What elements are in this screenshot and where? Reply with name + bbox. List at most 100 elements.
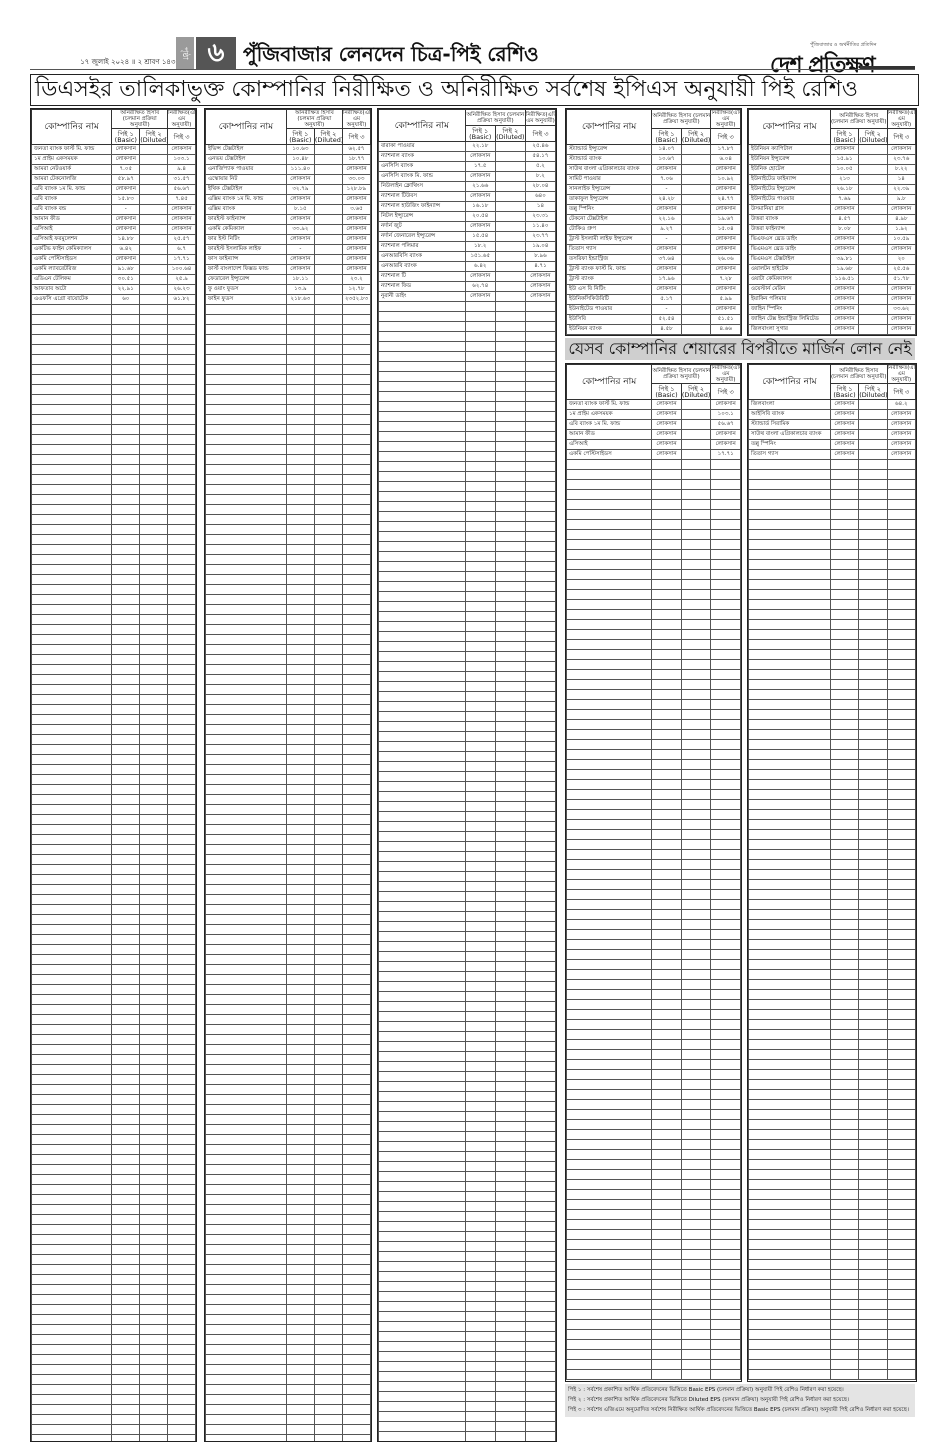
company-name-cell [566, 889, 653, 900]
pe1-cell [285, 1094, 315, 1105]
pe1-cell [464, 701, 496, 712]
company-name-cell [205, 374, 287, 385]
company-name-cell [205, 984, 287, 995]
pe3-cell [167, 814, 196, 825]
pe2-cell [139, 744, 169, 755]
pe2-cell [680, 1349, 712, 1360]
table-row [205, 744, 371, 755]
company-name-cell: ট্রাস্ট ইসলামী লাইফ ইন্স্যুরেন্স [566, 234, 653, 245]
pe3-cell [524, 1191, 556, 1202]
pe1-cell [651, 1359, 682, 1370]
pe3-cell: ১৪ [524, 201, 556, 212]
pe3-cell: ৫৬.৬৭ [710, 419, 741, 430]
pe1-cell [829, 1059, 860, 1070]
pe1-cell [464, 1421, 496, 1432]
table-row [205, 734, 371, 745]
pe3-cell [524, 1431, 556, 1441]
pe3-cell [710, 669, 741, 680]
table-row [566, 1199, 741, 1210]
pe3-cell [710, 1079, 741, 1090]
pe1-cell: লোকসান [111, 154, 141, 165]
pe3-cell [886, 1359, 916, 1370]
table-row [378, 861, 556, 872]
table-row [748, 589, 916, 600]
pe3-cell [524, 601, 556, 612]
pe1-cell [464, 851, 496, 862]
pe1-cell [464, 511, 496, 522]
company-name-cell [378, 1071, 466, 1082]
pe1-cell [111, 1344, 141, 1355]
pe1-cell [829, 989, 860, 1000]
table-row [31, 304, 196, 315]
pe1-cell [464, 611, 496, 622]
pe3-cell [341, 774, 371, 785]
pe2-cell [139, 1254, 169, 1265]
pe1-cell [829, 1189, 860, 1200]
company-name-cell [31, 854, 113, 865]
pe3-cell [886, 1089, 916, 1100]
pe1-cell [829, 1009, 860, 1020]
pe3-cell [167, 1014, 196, 1025]
pe2-cell [494, 861, 526, 872]
table-row [378, 661, 556, 672]
pe3-cell: লোকসান [710, 439, 741, 450]
pe1-cell [111, 574, 141, 585]
company-name-cell [378, 1411, 466, 1422]
table-row [378, 711, 556, 722]
pe3-cell [167, 514, 196, 525]
pe1-cell [651, 1349, 682, 1360]
pe1-cell [651, 1319, 682, 1330]
pe1-cell: ১৩.৯ [285, 284, 315, 295]
company-name-cell [205, 724, 287, 735]
pe2-cell [139, 934, 169, 945]
table-row [205, 514, 371, 525]
company-name-cell [566, 659, 653, 670]
pe1-cell [651, 699, 682, 710]
pe2-cell [494, 701, 526, 712]
company-name-cell [748, 1109, 831, 1120]
pe2-cell [313, 1014, 343, 1025]
pe2-cell [139, 244, 169, 255]
company-name-cell: ট্রাস্ট ব্যাংক [566, 274, 653, 285]
pe1-cell: ১৬.১৮ [464, 201, 496, 212]
company-name-cell [378, 1271, 466, 1282]
pe2-cell [139, 224, 169, 235]
pe1-cell: লোকসান [651, 164, 682, 175]
pe1-cell [651, 1069, 682, 1080]
table-row: এএফসি এগ্রো বায়োটেক ৬০ ৬১.৮২ [31, 294, 196, 305]
pe1-cell: লোকসান [464, 171, 496, 182]
company-name-cell [205, 1244, 287, 1255]
pe3-cell [524, 1241, 556, 1252]
table-row [566, 1339, 741, 1350]
pe3-cell [167, 1214, 196, 1225]
pe3-cell [341, 914, 371, 925]
table-row [566, 659, 741, 670]
table-row [566, 1219, 741, 1230]
pe2-cell [858, 569, 888, 580]
pe1-cell [285, 424, 315, 435]
table-row [205, 794, 371, 805]
company-name-cell [378, 1291, 466, 1302]
table-row [31, 474, 196, 485]
company-name-cell [378, 1251, 466, 1262]
pe3-cell [341, 704, 371, 715]
table-row: এডিএন টেলিকম ৩০.৫১ ২৫.৯ [31, 274, 196, 285]
table-row: ন্যাশনাল হাউজিং ফাইন্যান্স ১৬.১৮ ১৪ [378, 201, 556, 212]
pe1-cell [829, 1309, 860, 1320]
pe2-cell [494, 1081, 526, 1092]
table-row: সানলাইফ ইন্স্যুরেন্স - লোকসান [566, 184, 741, 195]
table-row [31, 1394, 196, 1405]
pe2-cell [858, 1129, 888, 1140]
pe2-cell [858, 589, 888, 600]
table-row [748, 719, 916, 730]
table-row [378, 581, 556, 592]
company-name-cell [566, 769, 653, 780]
table-row [378, 1301, 556, 1312]
table-row [378, 671, 556, 682]
table-row [205, 1434, 371, 1441]
pe1-cell [651, 1219, 682, 1230]
company-name-cell: সাউথ বাংলা এগ্রিকালচার ব্যাংক [748, 429, 831, 440]
header-pe2: পিই ২ (Diluted) [858, 128, 888, 145]
company-name-cell [205, 1164, 287, 1175]
pe1-cell [464, 971, 496, 982]
